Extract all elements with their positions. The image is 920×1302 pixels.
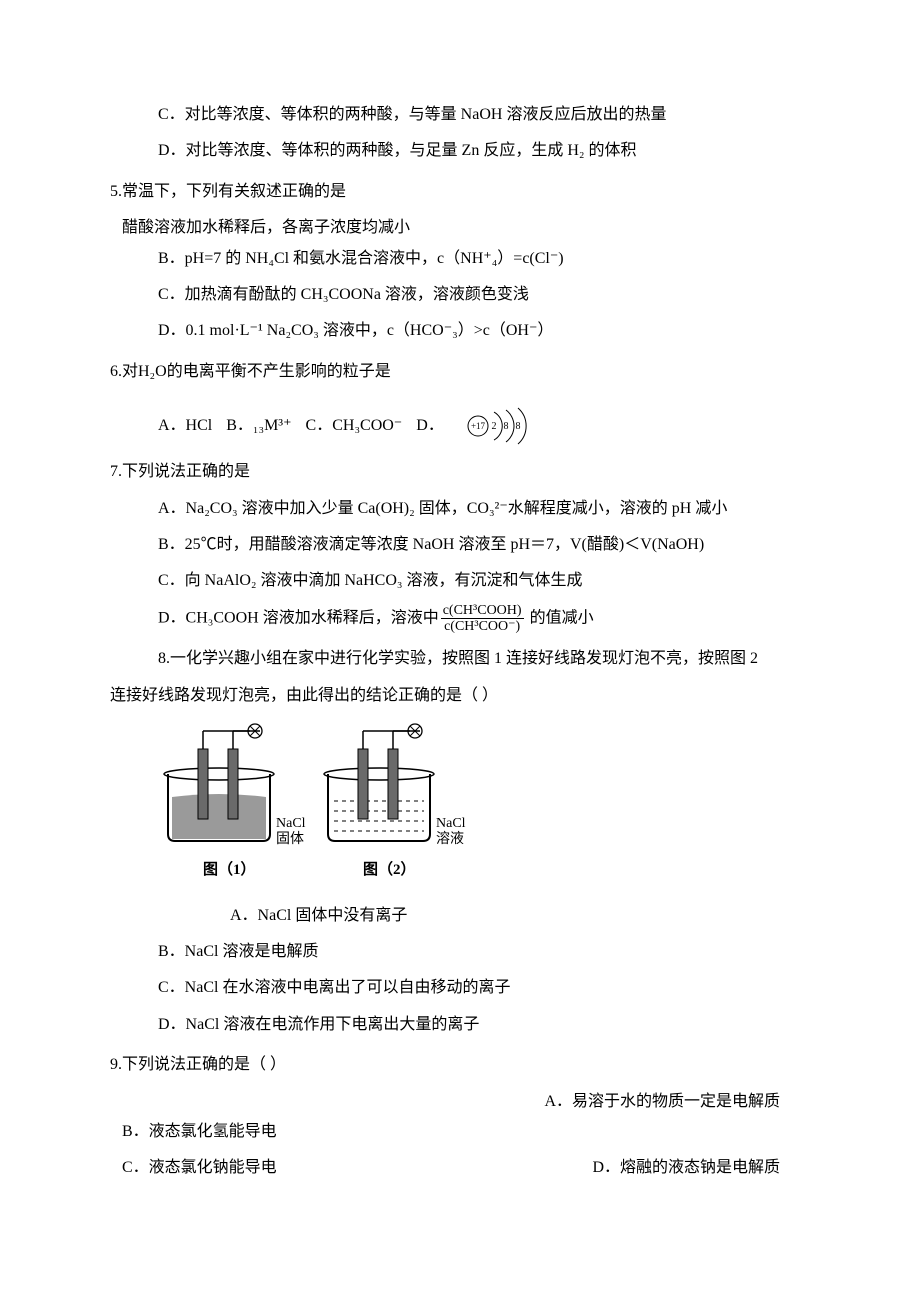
q9-option-d: D．熔融的液态钠是电解质	[592, 1153, 820, 1183]
q9-option-a: A．易溶于水的物质一定是电解质	[544, 1087, 820, 1117]
q5-option-c: C．加热滴有酚酞的 CH₃COONa 溶液，溶液颜色变浅	[110, 280, 820, 310]
q6-atom-icon: +17 2 8 8	[458, 405, 534, 447]
q7-option-b: B．25℃时，用醋酸溶液滴定等浓度 NaOH 溶液至 pH＝7，V(醋酸)＜V(…	[110, 530, 820, 560]
svg-text:固体: 固体	[276, 831, 304, 847]
q8-stem-line1: 8.一化学兴趣小组在家中进行化学实验，按照图 1 连接好线路发现灯泡不亮，按照图…	[110, 644, 820, 674]
q7-d-post: 的值减小	[526, 609, 594, 626]
q7-d-num: c(CH³COOH)	[441, 603, 524, 619]
q5-sub: 醋酸溶液加水稀释后，各离子浓度均减小	[110, 213, 820, 243]
q9-stem: 9.下列说法正确的是（ ）	[110, 1050, 820, 1080]
q7-stem: 7.下列说法正确的是	[110, 457, 820, 487]
svg-text:8: 8	[503, 421, 508, 432]
q6-stem: 6.对H₂O的电离平衡不产生影响的粒子是	[110, 357, 820, 387]
q6-option-b: B．₁₃M³⁺	[226, 411, 291, 441]
q6-options-row: A．HCl B．₁₃M³⁺ C．CH₃COO⁻ D． +17 2 8 8	[110, 405, 820, 447]
q8-figures: NaCl 固体 图（1）	[110, 719, 820, 900]
q8-stem-line2: 连接好线路发现灯泡亮，由此得出的结论正确的是（ ）	[110, 681, 820, 711]
q8-option-a: A．NaCl 固体中没有离子	[110, 901, 820, 931]
q7-d-pre: D．CH₃COOH 溶液加水稀释后，溶液中	[158, 609, 439, 626]
q6-option-c: C．CH₃COO⁻	[306, 411, 403, 441]
q7-option-c: C．向 NaAlO₂ 溶液中滴加 NaHCO₃ 溶液，有沉淀和气体生成	[110, 566, 820, 596]
q7-option-a: A．Na₂CO₃ 溶液中加入少量 Ca(OH)₂ 固体，CO₃²⁻水解程度减小，…	[110, 494, 820, 524]
q4-option-c: C．对比等浓度、等体积的两种酸，与等量 NaOH 溶液反应后放出的热量	[110, 100, 820, 130]
q5-stem: 5.常温下，下列有关叙述正确的是	[110, 177, 820, 207]
q8-option-c: C．NaCl 在水溶液中电离出了可以自由移动的离子	[110, 973, 820, 1003]
q7-option-d: D．CH₃COOH 溶液加水稀释后，溶液中c(CH³COOH)c(CH³COO⁻…	[110, 603, 820, 635]
q7-d-fraction: c(CH³COOH)c(CH³COO⁻)	[441, 603, 524, 635]
q6-option-d-label: D．	[416, 411, 444, 441]
svg-text:图（2）: 图（2）	[363, 860, 416, 878]
q9-option-c: C．液态氯化钠能导电	[110, 1153, 277, 1183]
q8-option-d: D．NaCl 溶液在电流作用下电离出大量的离子	[110, 1010, 820, 1040]
svg-text:NaCl: NaCl	[436, 816, 466, 831]
q6-option-a: A．HCl	[158, 411, 212, 441]
q8-option-b: B．NaCl 溶液是电解质	[110, 937, 820, 967]
q5-option-d: D．0.1 mol·L⁻¹ Na₂CO₃ 溶液中，c（HCO⁻₃）>c（OH⁻）	[110, 316, 820, 346]
q7-d-den: c(CH³COO⁻)	[441, 619, 524, 634]
q9-option-b: B．液态氯化氢能导电	[110, 1117, 820, 1147]
svg-text:8: 8	[515, 421, 520, 432]
svg-text:NaCl: NaCl	[276, 816, 306, 831]
q4-option-d: D．对比等浓度、等体积的两种酸，与足量 Zn 反应，生成 H₂ 的体积	[110, 136, 820, 166]
svg-text:图（1）: 图（1）	[203, 860, 256, 878]
q5-option-b: B．pH=7 的 NH₄Cl 和氨水混合溶液中，c（NH⁺₄）=c(Cl⁻)	[110, 244, 820, 274]
svg-text:2: 2	[491, 421, 496, 432]
atom-center: +17	[471, 421, 486, 431]
svg-text:溶液: 溶液	[436, 831, 464, 847]
